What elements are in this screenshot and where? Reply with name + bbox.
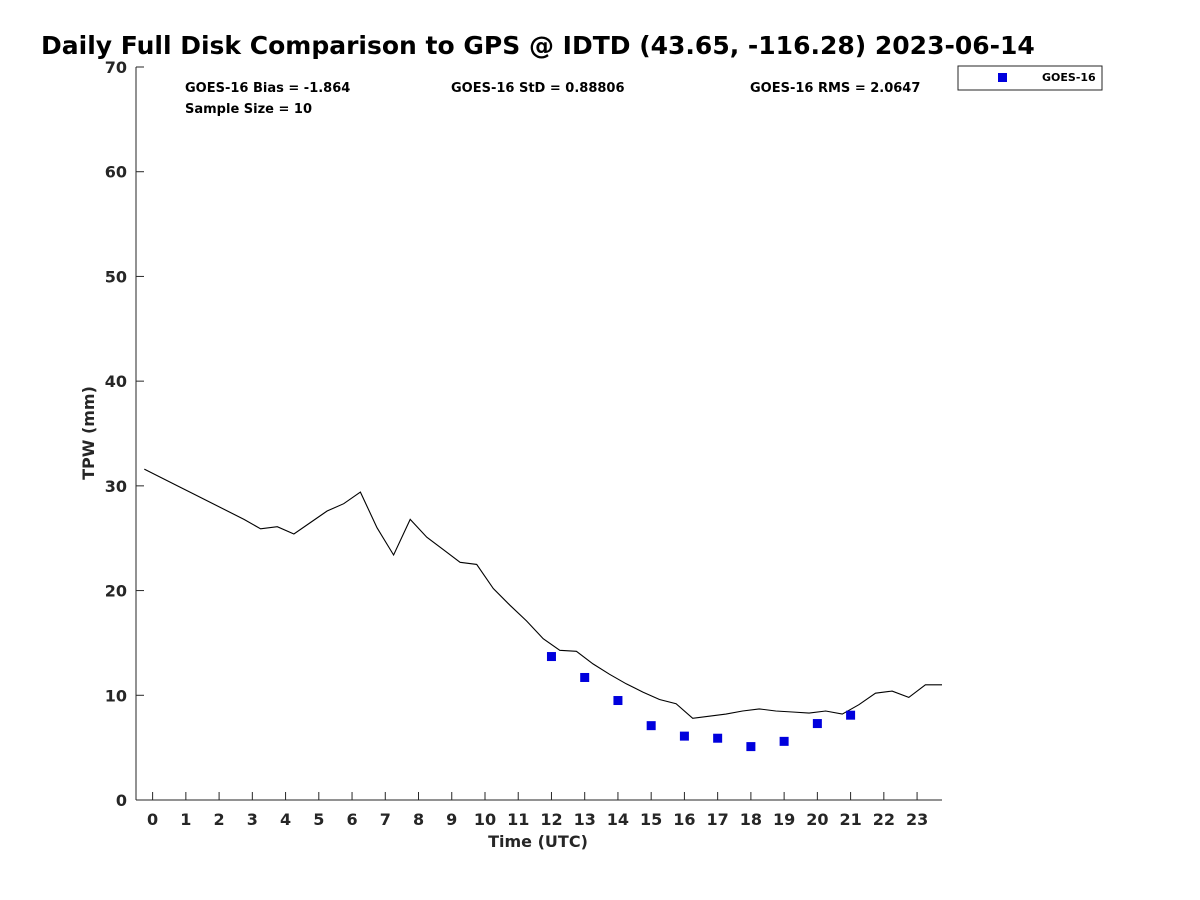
goes16-point [679, 731, 689, 741]
x-axis-label: Time (UTC) [488, 832, 588, 851]
goes16-point [613, 696, 623, 706]
x-tick-label: 20 [806, 810, 828, 829]
x-tick-label: 18 [740, 810, 762, 829]
goes16-point [646, 721, 656, 731]
x-tick-label: 8 [413, 810, 424, 829]
x-tick-label: 13 [574, 810, 596, 829]
gps-line [144, 468, 942, 719]
x-tick-label: 0 [147, 810, 158, 829]
x-tick-label: 11 [507, 810, 529, 829]
goes16-point [580, 672, 590, 682]
x-axis-ticks: 0 1 2 3 4 5 6 7 8 9 10 11 12 13 14 15 16 17 18 19 20 21 22 23 [147, 792, 928, 829]
x-tick-label: 9 [446, 810, 457, 829]
x-tick-label: 19 [773, 810, 795, 829]
y-tick-label: 10 [105, 686, 127, 705]
legend: GOES-16 [957, 65, 1103, 91]
x-tick-label: 7 [380, 810, 391, 829]
goes16-points [546, 652, 856, 752]
x-tick-label: 17 [707, 810, 729, 829]
plot-frame [135, 67, 942, 801]
y-tick-label: 50 [105, 267, 127, 286]
goes16-point [846, 710, 856, 720]
sample-size-stat: Sample Size = 10 [185, 102, 312, 117]
y-tick-label: 70 [105, 58, 127, 77]
x-tick-label: 5 [313, 810, 324, 829]
legend-box [957, 65, 1103, 91]
x-tick-label: 3 [247, 810, 258, 829]
y-tick-label: 20 [105, 582, 127, 601]
gps-line-series [144, 468, 942, 719]
x-tick-label: 4 [280, 810, 291, 829]
x-tick-label: 15 [640, 810, 662, 829]
std-stat: GOES-16 StD = 0.88806 [451, 81, 625, 96]
y-tick-label: 0 [116, 791, 127, 810]
goes16-point [746, 742, 756, 752]
goes16-point [812, 719, 822, 729]
x-tick-label: 21 [839, 810, 861, 829]
goes16-point [779, 736, 789, 746]
x-tick-label: 10 [474, 810, 496, 829]
x-tick-label: 23 [906, 810, 928, 829]
x-tick-label: 22 [873, 810, 895, 829]
x-tick-label: 2 [214, 810, 225, 829]
x-tick-label: 12 [540, 810, 562, 829]
x-tick-label: 16 [673, 810, 695, 829]
y-axis-label: TPW (mm) [79, 386, 98, 480]
legend-marker [998, 73, 1007, 82]
bias-stat: GOES-16 Bias = -1.864 [185, 81, 350, 96]
x-tick-label: 1 [180, 810, 191, 829]
y-tick-label: 30 [105, 477, 127, 496]
rms-stat: GOES-16 RMS = 2.0647 [750, 81, 920, 96]
legend-label: GOES-16 [1042, 71, 1096, 84]
y-tick-label: 40 [105, 372, 127, 391]
chart-title: Daily Full Disk Comparison to GPS @ IDTD… [41, 31, 1035, 60]
x-tick-label: 6 [346, 810, 357, 829]
goes16-point [713, 733, 723, 743]
goes16-point [546, 652, 556, 662]
y-axis-ticks: 0 10 20 30 40 50 60 70 [105, 58, 144, 810]
x-tick-label: 14 [607, 810, 629, 829]
y-tick-label: 60 [105, 163, 127, 182]
